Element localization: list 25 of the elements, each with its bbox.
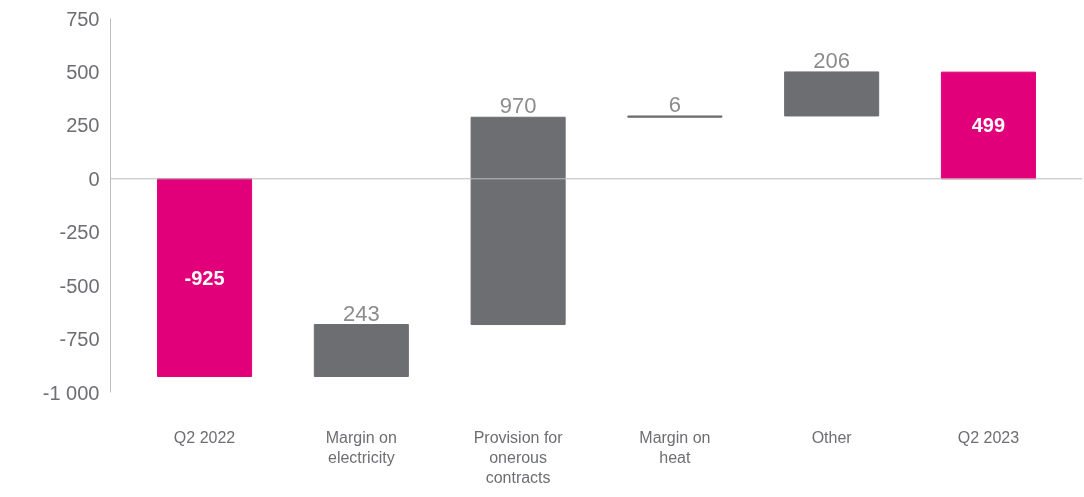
- y-tick-label: -500: [59, 274, 100, 297]
- x-tick-label: Q2 2022: [173, 428, 236, 446]
- data-label: 499: [971, 114, 1006, 137]
- data-label: 243: [342, 300, 380, 326]
- x-tick-label: Margin on electricity: [325, 428, 397, 466]
- bar: [313, 324, 409, 377]
- x-tick-label: Other: [811, 428, 853, 446]
- bar: [940, 71, 1036, 180]
- bar: [470, 116, 566, 326]
- y-tick-label: 250: [66, 114, 100, 137]
- x-tick-label: Q2 2023: [957, 428, 1020, 446]
- data-label: -925: [184, 266, 225, 289]
- y-tick-label: -750: [59, 328, 100, 351]
- bar: [784, 71, 880, 117]
- x-tick-label: Margin on heat: [639, 428, 711, 466]
- data-label: 6: [668, 91, 682, 117]
- y-tick-label: -1 000: [42, 381, 100, 404]
- y-tick-label: 750: [66, 7, 100, 30]
- data-label: 970: [499, 93, 537, 119]
- data-label: 206: [813, 47, 851, 73]
- y-tick-label: 0: [88, 167, 100, 190]
- y-tick-label: 500: [66, 60, 100, 83]
- y-tick-label: -250: [59, 221, 100, 244]
- bar: [157, 178, 253, 377]
- x-tick-label: Provision for onerous contracts: [473, 428, 564, 487]
